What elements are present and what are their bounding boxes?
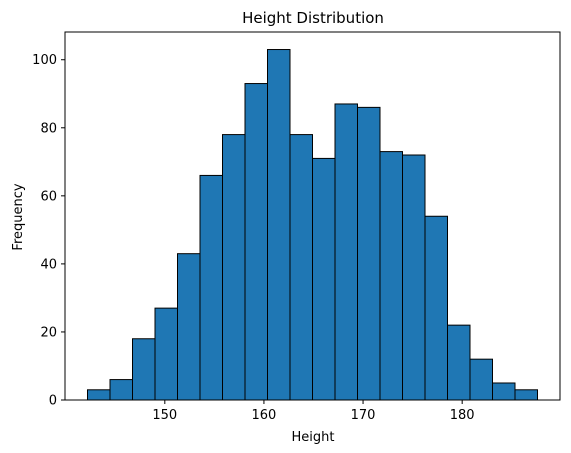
histogram-bar (289, 134, 313, 401)
histogram-bar (379, 151, 403, 401)
histogram-bar (222, 134, 246, 401)
x-tick-label: 160 (252, 408, 277, 423)
histogram-bar (132, 338, 156, 401)
x-tick-label: 170 (351, 408, 376, 423)
histogram-bar (312, 157, 336, 401)
histogram-bar (109, 379, 133, 401)
y-tick-label: 20 (40, 325, 57, 340)
histogram-bar (199, 174, 223, 401)
histogram-bar (424, 215, 448, 401)
y-tick-label: 40 (40, 257, 57, 272)
plot-frame (64, 31, 561, 401)
y-axis-ticks: 0 20 40 60 80 100 (32, 53, 65, 409)
y-tick-label: 60 (40, 189, 57, 204)
chart-title: Height Distribution (242, 9, 384, 27)
y-axis-label: Frequency (11, 183, 26, 250)
x-axis-label: Height (292, 430, 335, 445)
histogram-bar (514, 389, 538, 401)
y-tick-label: 100 (32, 53, 57, 68)
histogram-bar (402, 154, 426, 401)
x-axis-ticks: 150 160 170 180 (152, 400, 475, 423)
y-tick-label: 80 (40, 121, 57, 136)
x-tick-label: 180 (450, 408, 475, 423)
histogram-bar (492, 382, 516, 401)
histogram-bar (447, 324, 471, 401)
histogram-bar (154, 307, 178, 401)
histogram-bar (469, 358, 493, 401)
histogram-bar (177, 253, 201, 401)
y-tick-label: 0 (49, 394, 57, 409)
histogram-bar (357, 106, 381, 401)
histogram-bar (267, 49, 291, 401)
histogram-bar (334, 103, 358, 401)
x-tick-label: 150 (152, 408, 177, 423)
histogram-bar (244, 83, 268, 401)
histogram-bar (87, 389, 111, 401)
bars-group (87, 49, 538, 401)
